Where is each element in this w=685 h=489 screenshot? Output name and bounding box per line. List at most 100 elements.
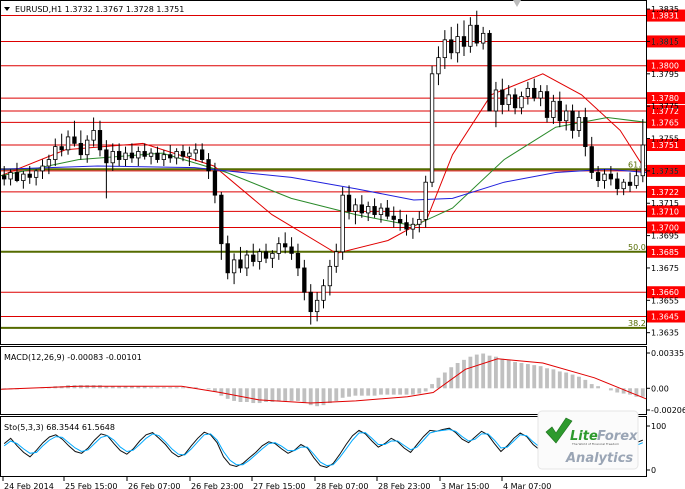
candle-body (14, 172, 20, 181)
candle-body (65, 136, 71, 151)
candle-body (525, 87, 531, 97)
candle-body (423, 181, 428, 220)
candle-body (206, 159, 211, 172)
time-tick-label: 26 Feb 07:00 (128, 482, 180, 489)
level-label-box (647, 205, 685, 218)
liteforex-check-icon (545, 417, 573, 444)
candle-body (417, 219, 422, 225)
candle-body (359, 204, 364, 214)
candle-body (621, 181, 626, 190)
candle-body (334, 251, 339, 267)
stochastic-line (3, 427, 643, 468)
macd-tick-label: -0.00206 (651, 406, 685, 415)
candle-body (468, 24, 473, 47)
stochastic-axis: 100 0 (646, 422, 666, 475)
stochastic-lines (3, 427, 643, 468)
level-label-text: 1.3722 (651, 188, 679, 197)
macd-axis: 0.00335 0.00 -0.00206 (646, 349, 685, 415)
candle-body (429, 73, 435, 183)
candle-body (404, 222, 409, 230)
level-label-text: 1.3685 (651, 248, 679, 257)
candle-body (295, 252, 301, 269)
fib-label: 50.0 (628, 243, 646, 252)
candle-body (53, 146, 58, 160)
macd-histogram (2, 353, 645, 407)
candle-body (174, 151, 179, 159)
candle-body (161, 154, 167, 160)
candle-body (455, 36, 460, 54)
candle-body (436, 57, 441, 75)
candle-body (487, 32, 492, 112)
candle-body (40, 165, 45, 172)
level-label-text: 1.3772 (651, 107, 679, 116)
level-label-box (647, 105, 685, 118)
level-label-box (647, 221, 685, 234)
candle-body (557, 100, 562, 122)
candle-body (608, 173, 614, 180)
candle-body (589, 146, 594, 173)
price-tick-label: 1.3775 (651, 102, 679, 111)
candle-body (59, 146, 64, 151)
candle-body (627, 181, 633, 186)
level-label-text: 1.3660 (651, 288, 679, 297)
candle-body (583, 117, 588, 148)
macd-signal (0, 358, 647, 404)
candle-body (544, 91, 550, 118)
candles (2, 10, 645, 325)
candle-body (46, 159, 52, 167)
candle-body (564, 110, 569, 122)
candle-body (212, 170, 218, 196)
candle-body (270, 252, 275, 259)
time-tick-label: 4 Mar 07:00 (503, 482, 551, 489)
time-tick-label: 3 Mar 15:00 (441, 482, 489, 489)
macd-pane: 0.00335 0.00 -0.00206 MACD(12,26,9) -0.000… (0, 346, 685, 415)
macd-title: MACD(12,26,9) -0.00083 -0.00101 (4, 353, 142, 362)
price-tick-label: 1.3735 (651, 167, 679, 176)
candle-body (276, 243, 281, 254)
stochastic-tick-label: 100 (651, 422, 666, 431)
brand-analytics: Analytics (565, 451, 633, 466)
candle-body (148, 152, 154, 157)
candle-body (500, 89, 505, 105)
macd-signal-line (0, 358, 647, 404)
candle-body (461, 36, 467, 47)
price-tick-label: 1.3815 (651, 37, 679, 46)
candle-body (219, 194, 224, 245)
candle-body (551, 100, 556, 118)
chart-title-triangle-icon (4, 7, 10, 11)
candle-body (200, 149, 205, 160)
price-tick-label: 1.3755 (651, 135, 679, 144)
candle-body (366, 206, 371, 214)
candle-body (321, 285, 326, 301)
candle-body (385, 207, 390, 217)
candle-body (532, 87, 537, 99)
candle-body (136, 151, 141, 159)
price-tick-label: 1.3635 (651, 329, 679, 338)
candle-body (129, 152, 135, 159)
candle-body (116, 151, 122, 160)
brand-lite: Lite (570, 429, 598, 444)
level-label-box (647, 164, 685, 177)
candle-body (21, 173, 26, 181)
candle-body (353, 204, 358, 212)
candle-body (372, 206, 377, 215)
candle-body (263, 251, 269, 259)
level-label-text: 1.3800 (651, 62, 679, 71)
candle-body (187, 152, 192, 157)
candle-body (251, 254, 256, 262)
candle-body (327, 265, 333, 287)
candle-body (155, 152, 160, 160)
level-label-box (647, 92, 685, 105)
candle-body (2, 175, 7, 180)
time-tick-label: 27 Feb 15:00 (253, 482, 305, 489)
candle-body (225, 243, 230, 274)
level-label-text: 1.3700 (651, 224, 679, 233)
candle-body (340, 194, 345, 253)
candle-body (72, 136, 77, 144)
candle-body (231, 259, 237, 274)
candle-body (85, 139, 90, 156)
level-label-box (647, 59, 685, 72)
time-axis: 24 Feb 2014 25 Feb 15:00 26 Feb 07:00 26 Fe… (2, 477, 551, 489)
candle-body (244, 254, 250, 269)
